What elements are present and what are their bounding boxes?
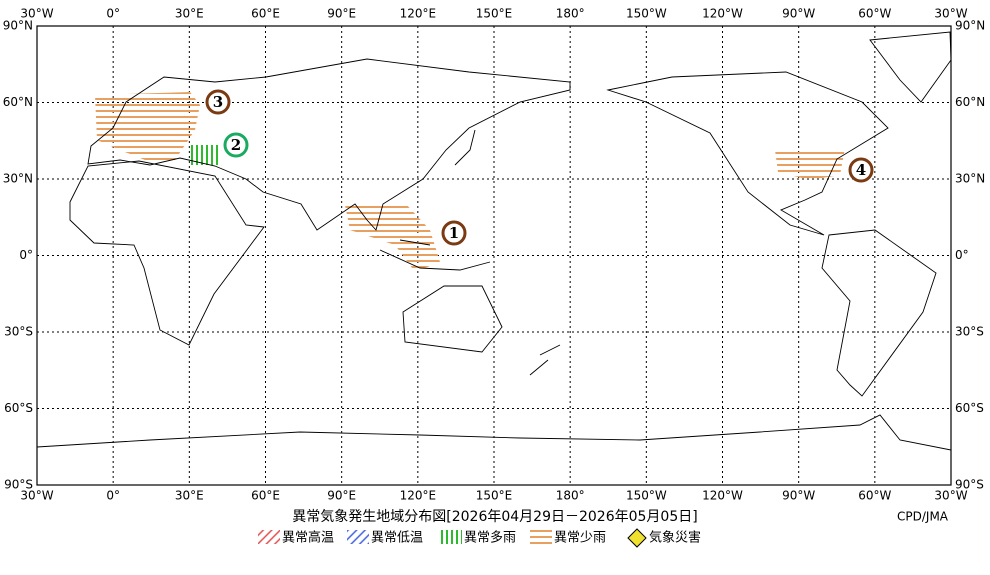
japan [454,129,476,166]
lat-label: 30°S [955,325,984,339]
new-zealand [529,344,561,376]
lon-label: 30°W [934,489,967,503]
legend-swatch [440,530,462,544]
lat-label: 30°S [4,325,33,339]
south-america [821,229,937,397]
lon-label: 30°W [20,489,53,503]
lon-label: 120°W [702,7,743,21]
north-america [606,71,889,236]
legend-swatch [347,530,369,544]
lat-label: 90°N [955,19,985,33]
marker [441,220,467,246]
indonesia [379,239,491,271]
lon-label: 120°W [702,489,743,503]
lat-label: 60°S [955,401,984,415]
marker-label: 1 [449,224,459,242]
lon-label: 60°E [251,7,280,21]
legend: 異常高温 異常低温 異常多雨 異常少雨 気象災害 [258,528,701,548]
dry-area [95,92,200,162]
marker [848,157,874,183]
lon-label: 120°E [400,7,437,21]
lon-label: 60°W [858,489,891,503]
lon-label: 90°W [782,7,815,21]
legend-swatch [530,530,552,544]
lat-label: 60°S [4,401,33,415]
lon-label: 120°E [400,489,437,503]
legend-label: 異常低温 [371,531,423,546]
marker [205,89,231,115]
legend-icon [627,528,647,548]
legend-label: 気象災害 [649,530,701,546]
markers: 1 2 3 4 [205,89,874,246]
lat-label: 90°N [3,19,33,33]
lat-label: 60°N [955,95,985,109]
credit: CPD/JMA [897,510,949,524]
lon-label: 30°E [175,7,204,21]
lon-label: 90°W [782,489,815,503]
lon-label: 0° [106,489,120,503]
lon-label: 150°E [476,489,513,503]
greenland [869,31,951,103]
lon-label: 90°E [327,7,356,21]
title: 異常気象発生地域分布図[2026年04月29日－2026年05月05日] [292,509,697,525]
australia [402,285,503,353]
lat-label: 30°N [3,172,33,186]
lat-label: 90°S [955,478,984,492]
marker-label: 4 [856,161,866,179]
lat-label: 30°N [955,172,985,186]
lon-label: 0° [106,7,120,21]
eurasia [87,58,571,231]
legend-label: 異常多雨 [464,530,516,546]
lat-label: 0° [955,248,969,262]
lon-label: 180° [556,489,585,503]
lon-label: 90°E [327,489,356,503]
legend-label: 異常高温 [282,530,334,546]
lat-label: 60°N [3,95,33,109]
lon-label: 150°W [626,7,667,21]
lon-label: 30°W [20,7,53,21]
wet-area [190,145,220,165]
antarctica [37,414,951,451]
legend-swatch [258,530,280,544]
marker-label: 2 [231,136,241,154]
lon-label: 150°E [476,7,513,21]
lon-label: 150°W [626,489,667,503]
lon-label: 30°W [934,7,967,21]
lat-label: 0° [19,248,33,262]
africa [69,160,265,346]
marker [223,132,249,158]
lon-label: 180° [556,7,585,21]
legend-label: 異常少雨 [554,531,606,546]
marker-label: 3 [213,93,223,111]
land [37,31,951,451]
lon-label: 60°W [858,7,891,21]
lon-label: 60°E [251,489,280,503]
lat-label: 90°S [4,478,33,492]
lon-label: 30°E [175,489,204,503]
frame [36,25,952,486]
dry-area [775,148,845,180]
dry-area [345,203,440,272]
